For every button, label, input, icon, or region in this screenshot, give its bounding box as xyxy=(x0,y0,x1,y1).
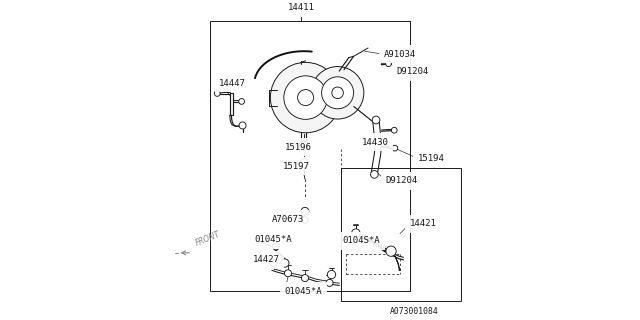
Circle shape xyxy=(214,91,220,96)
Circle shape xyxy=(300,159,308,168)
Text: A70673: A70673 xyxy=(272,215,304,224)
Circle shape xyxy=(352,229,360,237)
Text: 15197: 15197 xyxy=(283,162,310,171)
Circle shape xyxy=(239,122,246,129)
Circle shape xyxy=(385,61,392,67)
Circle shape xyxy=(302,217,308,223)
Circle shape xyxy=(270,260,277,267)
Text: FRONT: FRONT xyxy=(195,230,221,248)
Circle shape xyxy=(371,171,378,178)
Circle shape xyxy=(301,207,309,215)
Circle shape xyxy=(312,67,364,119)
Text: 14427: 14427 xyxy=(253,255,280,264)
Text: 01045*A: 01045*A xyxy=(254,236,292,244)
Circle shape xyxy=(285,270,292,277)
Circle shape xyxy=(372,116,380,124)
Circle shape xyxy=(301,275,308,282)
Circle shape xyxy=(273,243,280,250)
Circle shape xyxy=(327,270,336,279)
Circle shape xyxy=(326,279,333,286)
Circle shape xyxy=(322,77,354,109)
Circle shape xyxy=(300,141,308,150)
Bar xyxy=(210,21,410,291)
Circle shape xyxy=(280,259,289,267)
Text: 0104S*A: 0104S*A xyxy=(342,236,380,245)
Circle shape xyxy=(332,87,344,99)
Text: 01045*A: 01045*A xyxy=(285,287,323,296)
Text: A073001084: A073001084 xyxy=(390,308,438,316)
Text: 15196: 15196 xyxy=(285,143,312,152)
Text: 14411: 14411 xyxy=(287,4,314,12)
Circle shape xyxy=(298,90,314,106)
Text: 14430: 14430 xyxy=(362,138,388,147)
Circle shape xyxy=(386,246,396,256)
Circle shape xyxy=(392,127,397,133)
Circle shape xyxy=(239,99,244,104)
Circle shape xyxy=(284,76,328,119)
Text: D91204: D91204 xyxy=(385,176,418,185)
Text: D91204: D91204 xyxy=(397,68,429,76)
Circle shape xyxy=(392,145,398,151)
Text: 15194: 15194 xyxy=(418,154,444,163)
Bar xyxy=(340,168,461,301)
Text: 14447: 14447 xyxy=(219,79,246,88)
Text: A91034: A91034 xyxy=(384,50,416,59)
Circle shape xyxy=(271,62,341,133)
Text: 14421: 14421 xyxy=(410,220,436,228)
